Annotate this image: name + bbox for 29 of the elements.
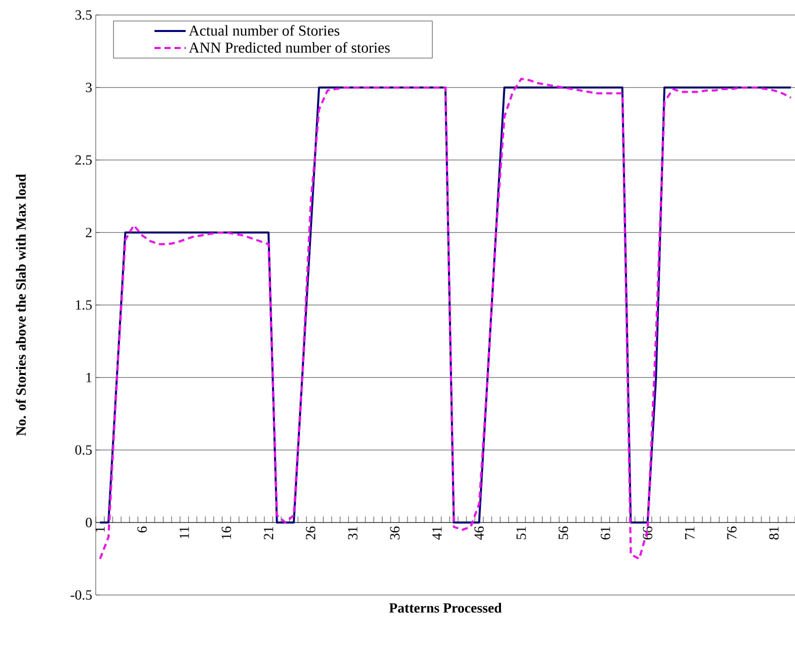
y-tick-label: 0 xyxy=(86,518,92,528)
x-tick-label: 81 xyxy=(769,526,779,540)
y-tick-label: 3.5 xyxy=(75,10,92,20)
x-axis-title: Patterns Processed xyxy=(389,602,502,613)
x-tick-label: 36 xyxy=(390,526,400,540)
y-tick-label: 1.5 xyxy=(76,300,92,310)
legend-label: ANN Predicted number of stories xyxy=(188,42,390,53)
x-tick-label: 6 xyxy=(137,526,147,532)
y-tick-label: -0.5 xyxy=(70,590,92,600)
y-tick-label: 2 xyxy=(86,228,92,238)
y-tick-label: 3 xyxy=(86,82,92,92)
y-tick-label: 0.5 xyxy=(75,445,92,455)
x-tick-label: 51 xyxy=(516,526,526,540)
x-tick-label: 31 xyxy=(348,526,358,540)
x-tick-label: 26 xyxy=(306,526,316,540)
x-tick-label: 76 xyxy=(727,526,737,540)
x-tick-label: 46 xyxy=(474,526,484,540)
x-tick-label: 56 xyxy=(558,526,568,540)
y-tick-label: 1 xyxy=(86,372,92,382)
x-tick-label: 71 xyxy=(685,526,694,540)
x-tick-label: 16 xyxy=(222,526,232,539)
y-tick-label: 2.5 xyxy=(75,155,92,165)
x-tick-label: 11 xyxy=(180,526,189,538)
x-tick-label: 61 xyxy=(600,526,610,540)
x-tick-label: 21 xyxy=(264,526,274,540)
x-tick-label: 1 xyxy=(95,526,105,532)
legend-label: Actual number of Stories xyxy=(188,24,340,36)
y-axis-title: No. of Stories above the Slab with Max load xyxy=(16,174,26,436)
x-tick-label: 41 xyxy=(432,526,442,540)
